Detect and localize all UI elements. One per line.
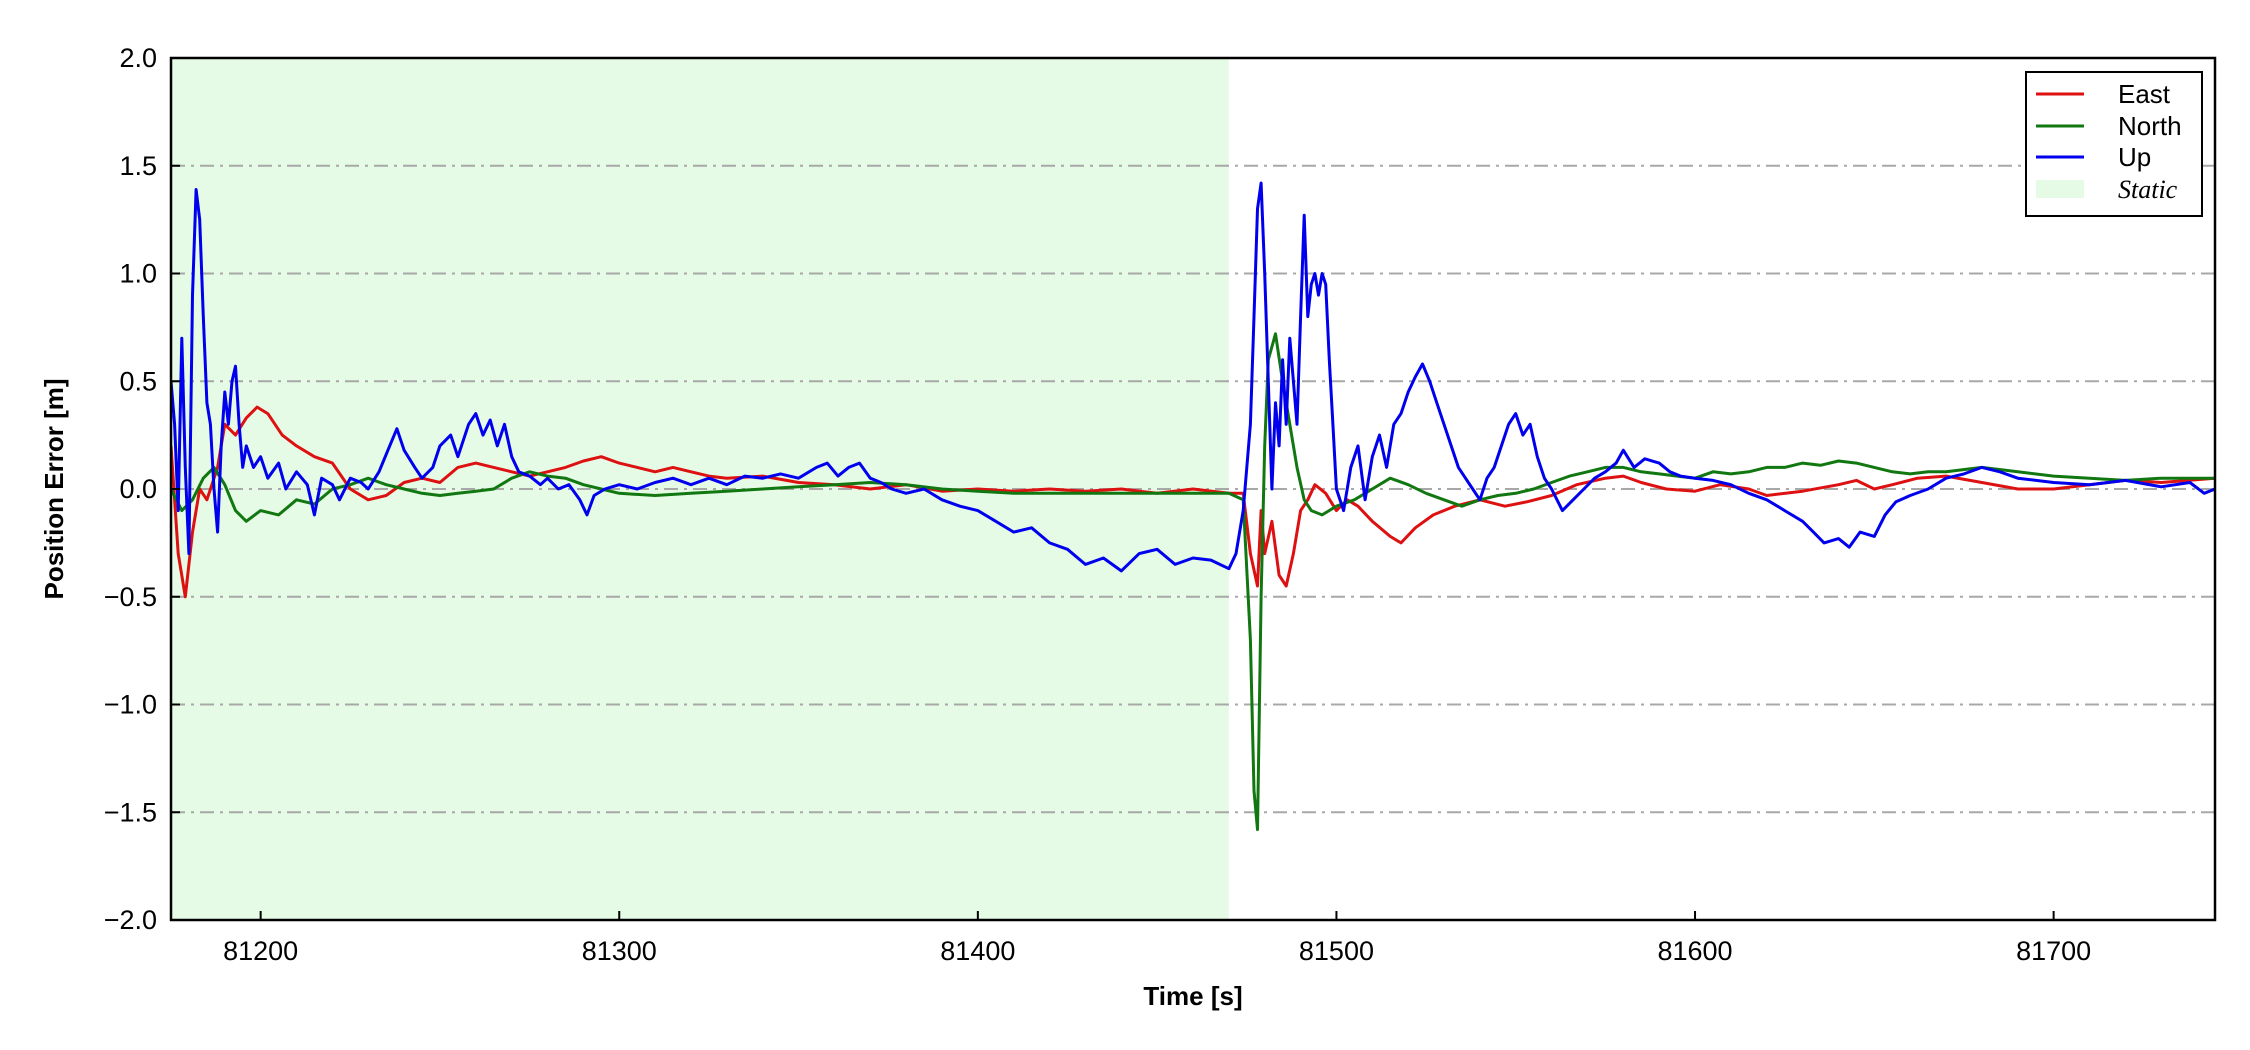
series-layer <box>171 181 2215 831</box>
y-tick-label: −1.0 <box>104 690 157 720</box>
y-tick-label: −1.5 <box>104 797 157 827</box>
y-tick-label: 0.0 <box>119 474 157 504</box>
x-tick-label: 81200 <box>223 936 298 966</box>
legend-static-swatch <box>2036 180 2084 198</box>
x-tick-label: 81300 <box>582 936 657 966</box>
y-axis-ticks: 2.0 1.5 1.0 0.5 0.0 −0.5 −1.0 −1.5 −2.0 <box>104 43 180 935</box>
x-tick-label: 81600 <box>1657 936 1732 966</box>
legend-up-label: Up <box>2118 142 2151 172</box>
legend-north-label: North <box>2118 111 2182 141</box>
y-tick-label: 0.5 <box>119 366 157 396</box>
x-tick-label: 81700 <box>2016 936 2091 966</box>
y-axis-label: Position Error [m] <box>39 378 69 599</box>
legend-static-label: Static <box>2118 175 2178 204</box>
x-axis-label: Time [s] <box>1143 981 1242 1011</box>
y-tick-label: 1.5 <box>119 151 157 181</box>
series-line-up <box>171 181 2215 573</box>
y-tick-label: −2.0 <box>104 905 157 935</box>
y-tick-label: 2.0 <box>119 43 157 73</box>
y-tick-label: −0.5 <box>104 582 157 612</box>
y-tick-label: 1.0 <box>119 259 157 289</box>
x-tick-label: 81400 <box>940 936 1015 966</box>
series-line-north <box>171 332 2215 831</box>
legend-east-label: East <box>2118 79 2171 109</box>
x-axis-ticks: 81200 81300 81400 81500 81600 81700 <box>223 911 2091 966</box>
series-line-east <box>171 405 2215 599</box>
x-tick-label: 81500 <box>1299 936 1374 966</box>
legend: East North Up Static <box>2025 71 2203 217</box>
